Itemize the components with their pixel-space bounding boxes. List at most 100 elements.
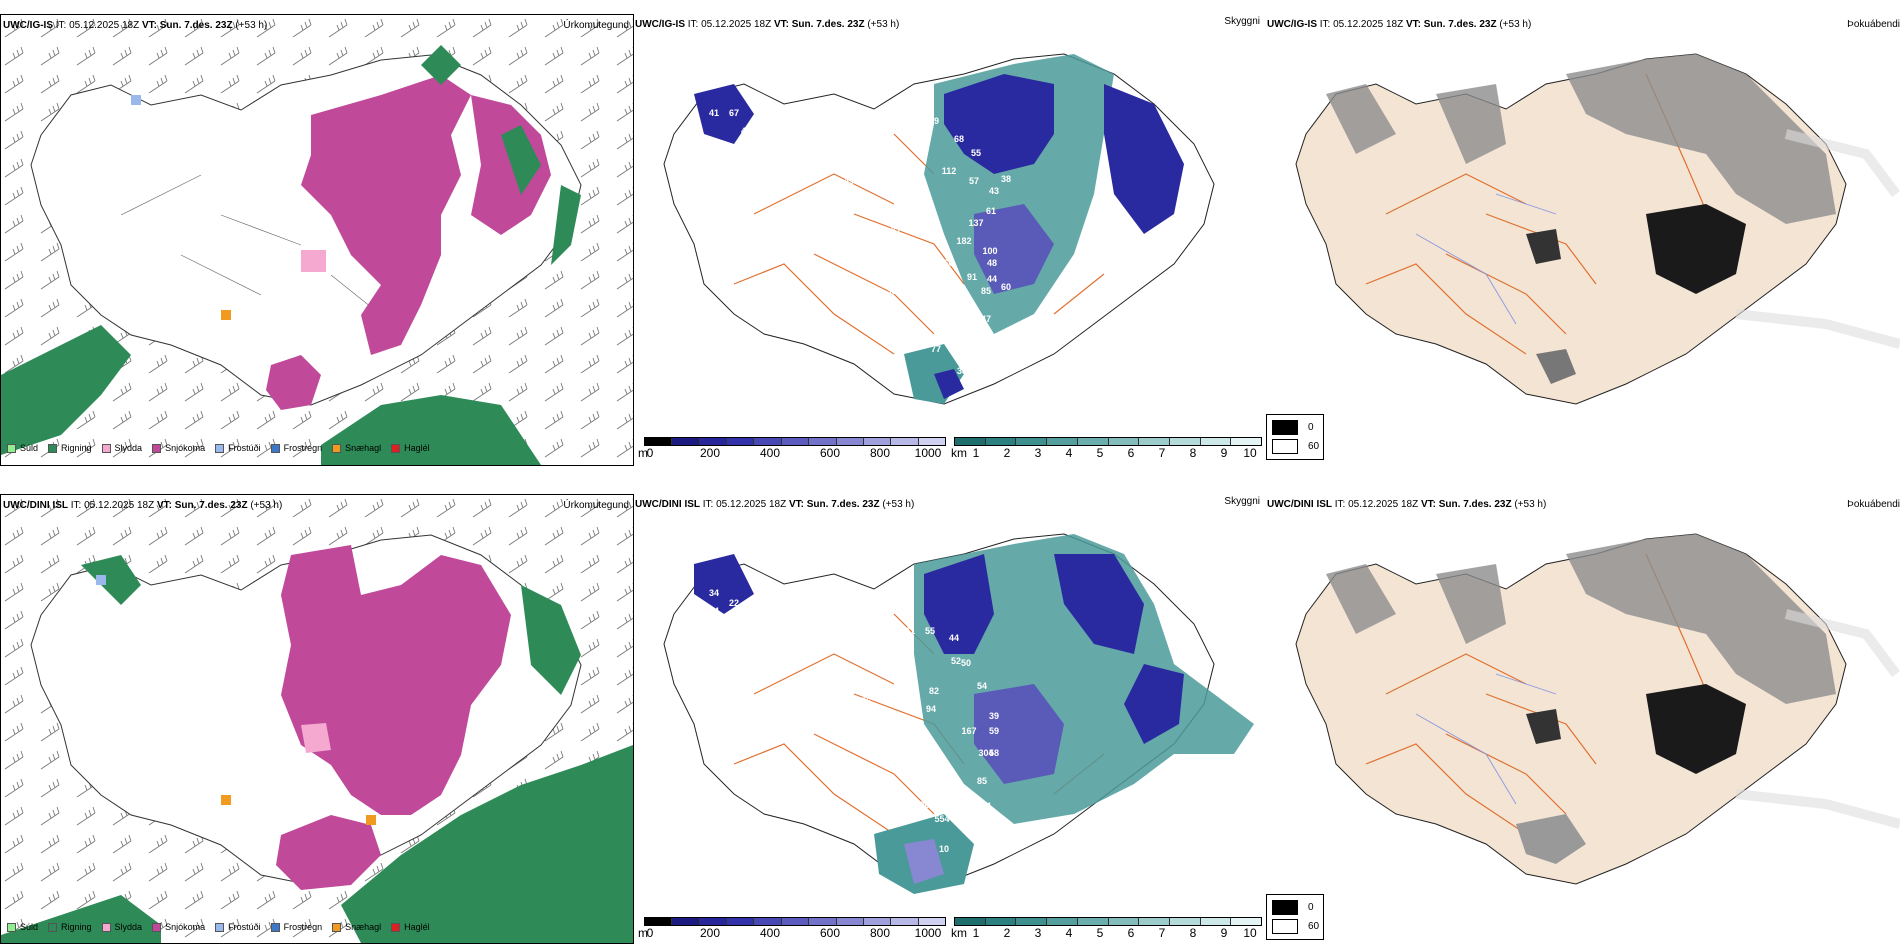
vis-value-label: 89 <box>887 651 897 661</box>
vis-value-label: 45 <box>844 176 854 186</box>
swatch-rigning <box>48 922 58 932</box>
vis-value-label: 37 <box>885 425 895 435</box>
vis-tick: 9 <box>1220 446 1228 460</box>
vis-value-label: 49 <box>847 121 857 131</box>
vis-value-label: 44 <box>987 274 997 284</box>
legend-item: Snæhagl <box>332 922 381 932</box>
vis-value-label: 71 <box>891 226 901 236</box>
swatch-sild <box>7 922 16 932</box>
legend-item: Slydda <box>101 922 142 932</box>
vis-value-label: 50 <box>961 658 971 668</box>
model-name: UWC/IG-IS <box>1267 19 1317 30</box>
lead-time: (+53 h) <box>882 499 915 510</box>
vis-value-label: 43 <box>856 141 866 151</box>
fog-legend-item: 0 <box>1272 420 1314 435</box>
lead-time: (+53 h) <box>867 19 900 30</box>
vis-value-label: 61 <box>979 326 989 336</box>
visibility-unit: km <box>951 446 967 460</box>
legend-item: Súld <box>7 922 38 932</box>
vis-value-label: 54 <box>977 681 987 691</box>
vis-tick: 4 <box>1065 926 1073 940</box>
vis-value-label: 30 <box>929 776 939 786</box>
vis-value-label: 112 <box>942 166 957 176</box>
vis-value-label: 70 <box>881 694 891 704</box>
vis-value-label: 49 <box>899 671 909 681</box>
legend-item: Snjókoma <box>152 922 205 932</box>
vis-value-label: 137 <box>968 218 983 228</box>
elev-tick: 800 <box>869 926 891 940</box>
vis-tick: 8 <box>1189 446 1197 460</box>
vis-tick: 9 <box>1220 926 1228 940</box>
vis-value-label: 58 <box>989 748 999 758</box>
vis-header-row2: UWC/DINI ISL IT: 05.12.2025 18Z VT: Sun.… <box>635 499 914 511</box>
vis-value-label: 59 <box>989 726 999 736</box>
elevation-colorbar-row2 <box>644 917 946 926</box>
vis-value-label: 40 <box>902 598 912 608</box>
vis-value-label: 78 <box>739 632 749 642</box>
vis-value-label: 48 <box>987 258 997 268</box>
precip-title-row1: Úrkomutegund <box>563 20 629 31</box>
vis-value-label: 52 <box>884 671 894 681</box>
swatch-snaehagl <box>332 443 342 453</box>
model-name: UWC/DINI ISL <box>3 500 68 511</box>
vis-value-label: 64 <box>709 606 719 616</box>
valid-time: Sun. 7.des. 23Z <box>1438 499 1512 510</box>
init-time: IT: 05.12.2025 18Z <box>1334 499 1419 510</box>
vis-value-label: 190 <box>914 800 929 810</box>
vis-value-label: 38 <box>1001 174 1011 184</box>
fog-title-row1: Þokuábendi <box>1847 19 1900 30</box>
elev-tick: 1000 <box>914 446 942 460</box>
fog-legend-item: 60 <box>1272 919 1319 934</box>
vis-value-label: 389 <box>886 286 901 296</box>
vis-tick: 4 <box>1065 446 1073 460</box>
precip-map-row2 <box>1 495 633 943</box>
legend-item: Frostregn <box>270 443 322 453</box>
lead-time: (+53 h) <box>1514 499 1547 510</box>
elev-tick: 200 <box>699 926 721 940</box>
swatch-frostregn <box>270 443 280 453</box>
fog-header-row1: UWC/IG-IS IT: 05.12.2025 18Z VT: Sun. 7.… <box>1267 19 1531 31</box>
vis-tick: 7 <box>1158 926 1166 940</box>
legend-item: Frostregn <box>270 922 322 932</box>
vis-tick: 1 <box>972 926 980 940</box>
elev-tick: 600 <box>819 926 841 940</box>
elev-tick: 600 <box>819 446 841 460</box>
precip-header-row2: UWC/DINI ISL IT: 05.12.2025 18Z VT: Sun.… <box>3 500 282 512</box>
elevation-unit: m <box>638 926 648 940</box>
vis-tick: 5 <box>1096 446 1104 460</box>
vis-value-label: 159 <box>798 866 813 876</box>
vis-value-label: 39 <box>989 711 999 721</box>
swatch-rigning <box>48 443 58 453</box>
vis-value-label: 55 <box>719 626 729 636</box>
fog-title-row2: Þokuábendi <box>1847 499 1900 510</box>
vis-value-label: 131 <box>854 402 869 412</box>
fog-header-row2: UWC/DINI ISL IT: 05.12.2025 18Z VT: Sun.… <box>1267 499 1546 511</box>
vis-value-label: 47 <box>981 314 991 324</box>
vis-value-label: 140 <box>910 301 925 311</box>
fog-legend-item: 60 <box>1272 439 1319 454</box>
vis-value-label: 45 <box>741 126 751 136</box>
vis-value-label: 167 <box>961 726 976 736</box>
vis-panel-row2: 34 64 22 55 78 50 51 36 40 61 55 44 50 75 89 49 52 58 80 56… <box>634 494 1264 944</box>
vis-value-label: 80 <box>957 316 967 326</box>
init-time: IT: 05.12.2025 18Z <box>1319 19 1404 30</box>
vis-header-row1: UWC/IG-IS IT: 05.12.2025 18Z VT: Sun. 7.… <box>635 19 899 31</box>
elev-tick: 400 <box>759 446 781 460</box>
vis-tick: 2 <box>1003 446 1011 460</box>
vis-value-label: 92 <box>923 224 933 234</box>
precip-map-row1 <box>1 15 633 465</box>
vis-value-label: 385 <box>810 882 825 892</box>
vis-tick: 1 <box>972 446 980 460</box>
elevation-unit: m <box>638 446 648 460</box>
vis-value-label: 560 <box>938 258 953 268</box>
precip-panel-row1: UWC/IG-IS IT: 05.12.2025 18Z VT: Sun. 7.… <box>0 14 634 466</box>
model-name: UWC/DINI ISL <box>1267 499 1332 510</box>
vis-value-label: 40 <box>901 714 911 724</box>
valid-label: VT: <box>773 19 789 30</box>
valid-label: VT: <box>141 20 157 31</box>
vis-tick: 3 <box>1034 446 1042 460</box>
legend-item: Snjókoma <box>152 443 205 453</box>
vis-value-label: 60 <box>1001 282 1011 292</box>
